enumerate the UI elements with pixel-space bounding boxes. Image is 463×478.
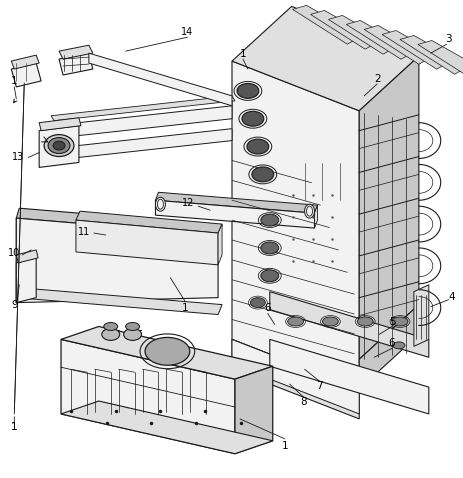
Ellipse shape: [104, 323, 118, 330]
Ellipse shape: [391, 317, 407, 326]
Text: 1: 1: [239, 49, 246, 59]
Ellipse shape: [155, 197, 165, 211]
Text: 1: 1: [11, 422, 18, 432]
Text: 1: 1: [11, 422, 18, 432]
Polygon shape: [363, 25, 432, 64]
Polygon shape: [51, 96, 234, 121]
Polygon shape: [232, 339, 358, 414]
Text: 6: 6: [388, 338, 394, 348]
Polygon shape: [232, 61, 358, 389]
Polygon shape: [155, 192, 317, 213]
Polygon shape: [381, 31, 450, 69]
Ellipse shape: [237, 84, 258, 98]
Text: 11: 11: [78, 227, 90, 237]
Ellipse shape: [48, 138, 70, 153]
Polygon shape: [16, 250, 38, 263]
Polygon shape: [51, 106, 232, 139]
Ellipse shape: [145, 337, 189, 365]
Ellipse shape: [44, 135, 74, 156]
Ellipse shape: [241, 111, 263, 126]
Text: 7: 7: [315, 381, 322, 391]
Text: 3: 3: [444, 34, 451, 44]
Text: 8: 8: [300, 397, 306, 407]
Ellipse shape: [125, 323, 139, 330]
Ellipse shape: [392, 342, 404, 349]
Polygon shape: [39, 118, 81, 130]
Ellipse shape: [304, 204, 314, 218]
Ellipse shape: [260, 242, 278, 254]
Polygon shape: [358, 56, 418, 359]
Text: 14: 14: [181, 27, 193, 37]
Text: 10: 10: [8, 248, 20, 258]
Polygon shape: [358, 304, 418, 389]
Text: 9: 9: [11, 300, 18, 310]
Polygon shape: [269, 292, 428, 357]
Polygon shape: [11, 55, 39, 69]
Polygon shape: [314, 205, 317, 228]
Polygon shape: [59, 45, 93, 59]
Polygon shape: [218, 224, 222, 265]
Text: 2: 2: [373, 74, 380, 84]
Ellipse shape: [246, 139, 268, 154]
Polygon shape: [76, 220, 218, 265]
Polygon shape: [61, 339, 234, 454]
Text: 4: 4: [447, 292, 454, 302]
Polygon shape: [269, 339, 428, 414]
Ellipse shape: [123, 328, 141, 340]
Polygon shape: [16, 218, 218, 303]
Ellipse shape: [322, 317, 338, 326]
Ellipse shape: [357, 317, 372, 326]
Text: 1: 1: [181, 303, 188, 313]
Polygon shape: [310, 11, 378, 49]
Polygon shape: [345, 21, 414, 59]
Polygon shape: [417, 41, 463, 79]
Polygon shape: [16, 288, 222, 315]
Text: 1: 1: [11, 76, 18, 86]
Ellipse shape: [260, 214, 278, 226]
Polygon shape: [51, 129, 232, 161]
Polygon shape: [11, 63, 41, 87]
Ellipse shape: [260, 270, 278, 282]
Ellipse shape: [287, 317, 303, 326]
Polygon shape: [413, 285, 428, 347]
Text: 6: 6: [264, 303, 270, 313]
Polygon shape: [16, 213, 36, 303]
Polygon shape: [232, 339, 358, 419]
Ellipse shape: [53, 141, 65, 150]
Polygon shape: [76, 211, 222, 233]
Polygon shape: [234, 366, 272, 454]
Polygon shape: [16, 208, 222, 235]
Text: 13: 13: [12, 152, 25, 163]
Polygon shape: [232, 6, 418, 111]
Polygon shape: [61, 326, 272, 379]
Polygon shape: [39, 126, 79, 167]
Ellipse shape: [101, 328, 119, 340]
Polygon shape: [89, 53, 232, 106]
Polygon shape: [399, 35, 463, 74]
Ellipse shape: [250, 298, 265, 307]
Text: 5: 5: [388, 316, 394, 326]
Polygon shape: [61, 401, 272, 454]
Polygon shape: [155, 200, 314, 228]
Polygon shape: [328, 15, 396, 54]
Ellipse shape: [251, 167, 273, 182]
Text: 12: 12: [181, 198, 194, 208]
Text: 1: 1: [281, 441, 288, 451]
Polygon shape: [59, 53, 93, 75]
Polygon shape: [16, 258, 36, 303]
Polygon shape: [292, 5, 360, 44]
